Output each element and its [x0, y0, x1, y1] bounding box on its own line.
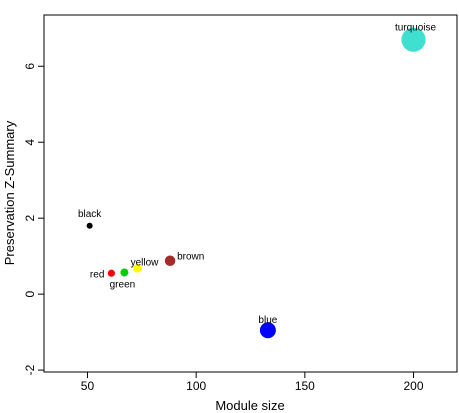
point-label-green: green [110, 279, 136, 290]
x-tick-label-100: 100 [186, 379, 206, 393]
point-brown [164, 255, 176, 266]
point-label-brown: brown [177, 252, 204, 263]
plot-frame [43, 14, 458, 373]
point-labels: black red green yellow brown blue turquoise [78, 23, 437, 327]
point-label-black: black [78, 209, 102, 220]
y-tick-label-0: 0 [23, 290, 37, 297]
x-axis: 50 100 150 200 [81, 372, 424, 393]
x-tick-label-150: 150 [295, 379, 315, 393]
point-red [107, 269, 115, 277]
y-tick-label-4: 4 [23, 139, 37, 146]
data-points [86, 27, 426, 339]
x-tick-label-200: 200 [404, 379, 424, 393]
point-label-red: red [90, 269, 104, 280]
y-tick-label-2: 2 [23, 215, 37, 222]
point-label-turquoise: turquoise [395, 23, 437, 34]
y-tick-label-6: 6 [23, 63, 37, 70]
point-green [120, 268, 129, 277]
point-yellow [133, 263, 142, 273]
point-label-blue: blue [258, 315, 277, 326]
point-label-yellow: yellow [131, 257, 160, 268]
x-tick-label-50: 50 [81, 379, 95, 393]
point-black [86, 222, 93, 229]
y-tick-label--2: -2 [23, 364, 37, 375]
y-axis: -2 0 2 4 6 [23, 63, 44, 375]
point-turquoise [401, 27, 426, 52]
y-axis-label: Preservation Z-Summary [2, 120, 17, 265]
point-blue [259, 322, 276, 339]
x-axis-label: Module size [215, 398, 284, 413]
